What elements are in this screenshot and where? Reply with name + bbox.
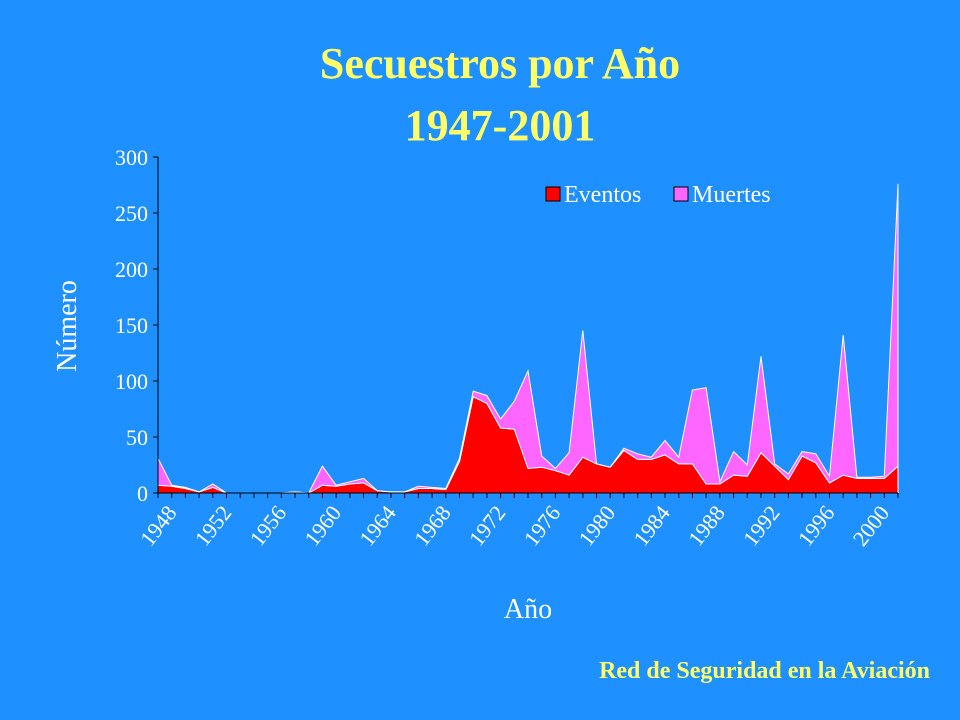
x-tick-label: 2000 [847, 501, 894, 551]
x-tick-label: 1948 [135, 501, 182, 551]
x-tick-label: 1956 [244, 501, 291, 551]
y-tick-label: 250 [115, 201, 148, 226]
chart-areas [157, 183, 899, 494]
y-tick-label: 0 [137, 481, 148, 506]
slide-subtitle-years: 1947-2001 [404, 101, 596, 150]
legend-swatch-muertes [673, 186, 689, 202]
y-tick-label: 50 [126, 425, 148, 450]
x-tick-label: 1952 [190, 501, 237, 551]
x-tick-label: 1980 [573, 501, 620, 551]
y-tick-label: 300 [115, 145, 148, 170]
x-tick-label: 1992 [738, 501, 785, 551]
x-tick-label: 1960 [299, 501, 346, 551]
x-tick-label: 1996 [793, 501, 840, 551]
legend-label-eventos: Eventos [564, 182, 641, 208]
y-tick-label: 200 [115, 257, 148, 282]
y-tick-label: 150 [115, 313, 148, 338]
y-axis-label: Número [52, 280, 83, 372]
chart-legend: Eventos Muertes [545, 182, 771, 208]
legend-label-muertes: Muertes [692, 182, 771, 208]
footer-source: Red de Seguridad en la Aviación [599, 658, 930, 684]
legend-swatch-eventos [545, 186, 561, 202]
x-tick-label: 1972 [464, 501, 511, 551]
x-axis-ticks: 1948 1952 1956 1960 1964 1968 1972 1976 1980 1984… [135, 501, 894, 551]
x-tick-label: 1984 [628, 501, 675, 551]
x-axis-label: Año [504, 594, 552, 625]
x-tick-label: 1988 [683, 501, 730, 551]
y-tick-label: 100 [115, 369, 148, 394]
x-tick-label: 1976 [519, 501, 566, 551]
slide-title: Secuestros por Año [319, 39, 681, 88]
area-muertes [157, 183, 899, 494]
y-axis-ticks: 0 50 100 150 200 250 300 [115, 145, 158, 506]
x-tick-label: 1968 [409, 501, 456, 551]
x-tick-label: 1964 [354, 501, 401, 551]
